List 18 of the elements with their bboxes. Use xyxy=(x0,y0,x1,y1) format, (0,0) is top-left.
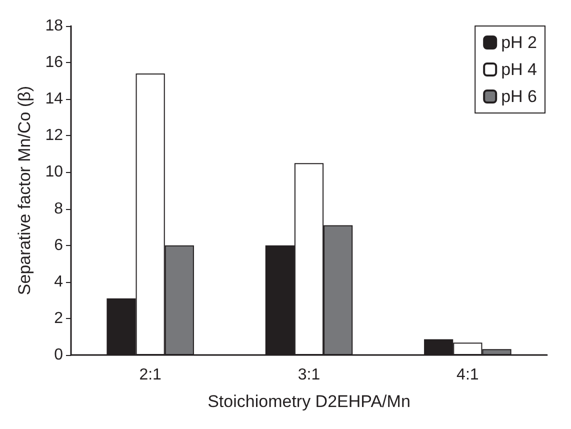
y-tick-label: 4 xyxy=(54,273,64,290)
legend-label: pH 4 xyxy=(501,60,538,79)
legend-label: pH 2 xyxy=(501,33,538,52)
y-tick-label: 16 xyxy=(45,54,64,72)
y-tick-label: 18 xyxy=(45,18,64,34)
x-axis-title: Stoichiometry D2EHPA/Mn xyxy=(208,392,410,411)
y-tick-label: 2 xyxy=(54,310,64,327)
x-tick-label: 2:1 xyxy=(139,366,162,384)
y-tick-label: 0 xyxy=(54,346,64,364)
y-tick-label: 8 xyxy=(54,200,64,218)
x-tick-label: 3:1 xyxy=(298,366,320,384)
y-tick-label: 6 xyxy=(54,236,64,254)
y-tick-label: 10 xyxy=(45,164,64,181)
x-tick-label: 4:1 xyxy=(456,366,479,384)
y-tick-label: 14 xyxy=(45,90,64,108)
y-tick-label: 12 xyxy=(45,127,64,144)
legend-label: pH 6 xyxy=(501,87,538,106)
y-axis-title: Separative factor Mn/Co (β) xyxy=(15,86,34,296)
